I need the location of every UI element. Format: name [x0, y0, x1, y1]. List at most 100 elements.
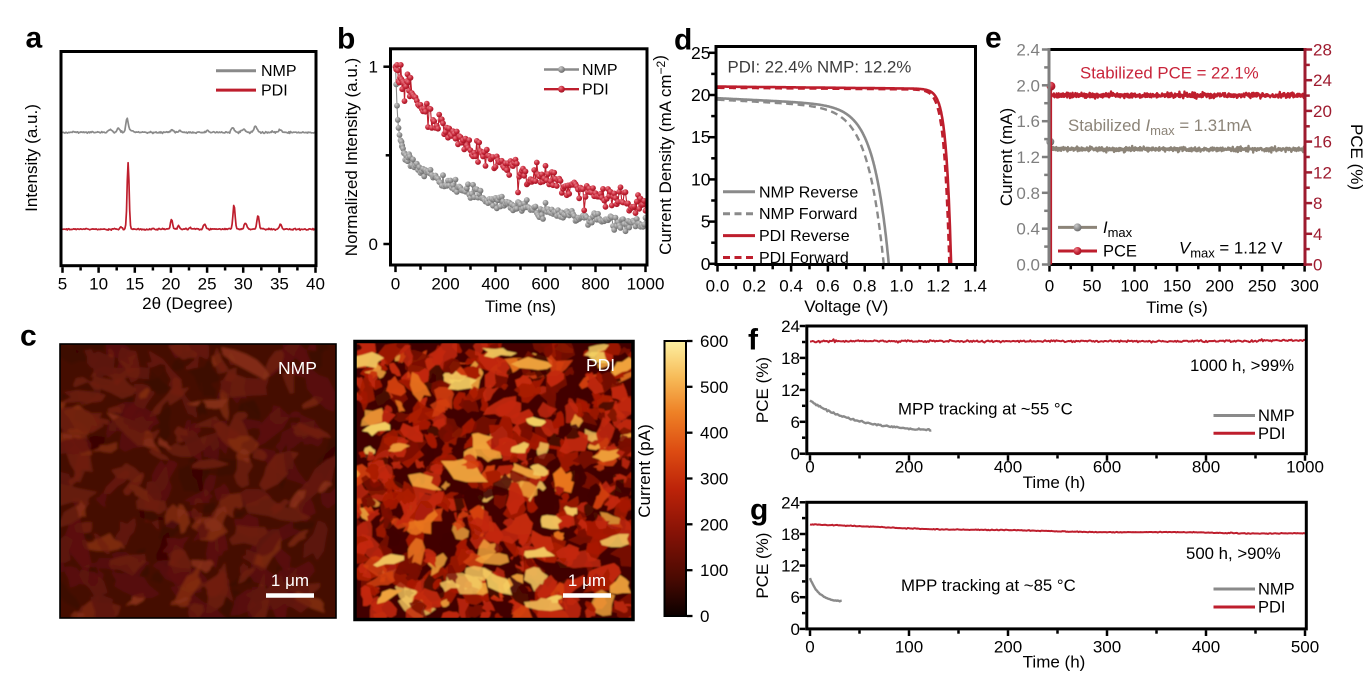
svg-text:0.4: 0.4 — [779, 277, 803, 296]
svg-text:0: 0 — [391, 275, 400, 294]
svg-text:500 h, >90%: 500 h, >90% — [1186, 544, 1281, 563]
svg-text:PDI: PDI — [582, 82, 609, 99]
svg-text:1000 h, >99%: 1000 h, >99% — [1190, 356, 1294, 375]
svg-text:0: 0 — [1045, 277, 1054, 296]
svg-text:8: 8 — [1313, 194, 1322, 213]
svg-text:0.4: 0.4 — [1016, 220, 1040, 239]
svg-text:NMP Forward: NMP Forward — [759, 206, 857, 223]
svg-text:12: 12 — [1313, 163, 1332, 182]
svg-text:1000: 1000 — [1286, 458, 1324, 477]
svg-text:1000: 1000 — [627, 275, 665, 294]
svg-text:2.0: 2.0 — [1016, 76, 1040, 95]
svg-text:NMP: NMP — [278, 358, 317, 378]
svg-text:24: 24 — [1313, 71, 1332, 90]
svg-text:250: 250 — [1248, 277, 1276, 296]
svg-text:0.2: 0.2 — [742, 277, 766, 296]
svg-text:100: 100 — [700, 561, 728, 580]
svg-text:200: 200 — [994, 637, 1022, 656]
svg-text:1.2: 1.2 — [926, 277, 950, 296]
svg-text:PDI: 22.4% NMP: 12.2%: PDI: 22.4% NMP: 12.2% — [728, 58, 912, 77]
svg-text:Current (pA): Current (pA) — [635, 424, 654, 518]
svg-text:15: 15 — [691, 127, 710, 147]
svg-text:Time (h): Time (h) — [1023, 473, 1086, 492]
svg-text:6: 6 — [791, 413, 800, 432]
svg-text:g: g — [750, 493, 768, 526]
svg-text:5: 5 — [701, 212, 711, 232]
svg-text:200: 200 — [1205, 277, 1233, 296]
svg-text:4: 4 — [1313, 225, 1322, 244]
svg-text:600: 600 — [700, 332, 728, 351]
svg-text:Time (ns): Time (ns) — [485, 297, 556, 316]
svg-text:PCE (%): PCE (%) — [753, 533, 772, 599]
svg-text:d: d — [674, 23, 692, 56]
svg-text:0.0: 0.0 — [1016, 256, 1040, 275]
svg-text:NMP: NMP — [1258, 581, 1295, 599]
svg-text:1.6: 1.6 — [1016, 112, 1040, 131]
svg-text:24: 24 — [781, 317, 800, 336]
svg-text:12: 12 — [781, 557, 800, 576]
svg-text:PCE (%): PCE (%) — [1347, 124, 1366, 190]
svg-text:Intensity (a.u.): Intensity (a.u.) — [22, 104, 41, 212]
svg-text:Stabilized Imax = 1.31mA: Stabilized Imax = 1.31mA — [1068, 116, 1252, 138]
svg-text:PDI: PDI — [586, 355, 615, 375]
svg-text:e: e — [985, 21, 1002, 54]
svg-text:0: 0 — [369, 235, 378, 254]
svg-text:Normalized Intensity (a.u.): Normalized Intensity (a.u.) — [342, 58, 361, 256]
svg-text:0: 0 — [791, 620, 800, 639]
svg-text:20: 20 — [161, 275, 180, 294]
svg-text:25: 25 — [691, 43, 710, 63]
svg-text:PCE: PCE — [1103, 243, 1137, 261]
svg-text:0.0: 0.0 — [706, 277, 730, 296]
svg-text:18: 18 — [781, 349, 800, 368]
svg-text:Vmax = 1.12 V: Vmax = 1.12 V — [1179, 239, 1283, 261]
svg-text:1 μm: 1 μm — [568, 571, 606, 590]
svg-text:100: 100 — [895, 637, 923, 656]
svg-text:20: 20 — [691, 85, 711, 105]
svg-text:NMP: NMP — [1258, 407, 1295, 425]
svg-text:200: 200 — [431, 275, 459, 294]
svg-text:300: 300 — [1290, 277, 1318, 296]
svg-text:NMP: NMP — [582, 62, 618, 79]
svg-text:f: f — [748, 324, 759, 357]
svg-text:20: 20 — [1313, 102, 1332, 121]
svg-text:PDI: PDI — [1258, 425, 1286, 443]
svg-text:300: 300 — [1093, 637, 1121, 656]
svg-text:800: 800 — [1192, 458, 1220, 477]
svg-text:30: 30 — [234, 275, 253, 294]
svg-text:0: 0 — [805, 637, 814, 656]
svg-text:400: 400 — [994, 458, 1022, 477]
svg-text:Time (s): Time (s) — [1146, 298, 1208, 317]
svg-text:200: 200 — [895, 458, 923, 477]
svg-text:b: b — [337, 23, 355, 56]
svg-text:0: 0 — [791, 445, 800, 464]
svg-text:600: 600 — [531, 275, 559, 294]
svg-text:400: 400 — [700, 424, 728, 443]
svg-text:Stabilized PCE = 22.1%: Stabilized PCE = 22.1% — [1080, 64, 1259, 83]
svg-text:PCE (%): PCE (%) — [753, 357, 772, 423]
svg-text:MPP tracking at ~85 °C: MPP tracking at ~85 °C — [901, 576, 1076, 595]
svg-text:500: 500 — [700, 378, 728, 397]
svg-text:0: 0 — [701, 254, 711, 274]
svg-text:400: 400 — [1192, 637, 1220, 656]
svg-text:NMP: NMP — [261, 63, 297, 80]
svg-text:28: 28 — [1313, 41, 1332, 60]
svg-text:25: 25 — [198, 275, 217, 294]
svg-text:16: 16 — [1313, 133, 1332, 152]
svg-text:Current (mA): Current (mA) — [997, 108, 1016, 206]
svg-text:15: 15 — [125, 275, 144, 294]
svg-text:100: 100 — [1120, 277, 1148, 296]
svg-text:2.4: 2.4 — [1016, 41, 1040, 60]
svg-text:1: 1 — [369, 58, 378, 77]
svg-text:PDI Reverse: PDI Reverse — [759, 228, 850, 245]
svg-text:10: 10 — [691, 169, 711, 189]
svg-text:PDI: PDI — [261, 83, 288, 100]
svg-text:a: a — [26, 22, 43, 55]
svg-text:0: 0 — [1313, 256, 1322, 275]
svg-text:0.6: 0.6 — [816, 277, 840, 296]
svg-text:Time (h): Time (h) — [1023, 653, 1086, 672]
svg-text:1 μm: 1 μm — [271, 571, 309, 590]
svg-text:0: 0 — [805, 458, 814, 477]
svg-text:400: 400 — [481, 275, 509, 294]
svg-text:24: 24 — [781, 493, 800, 512]
svg-text:PDI Forward: PDI Forward — [759, 250, 849, 267]
